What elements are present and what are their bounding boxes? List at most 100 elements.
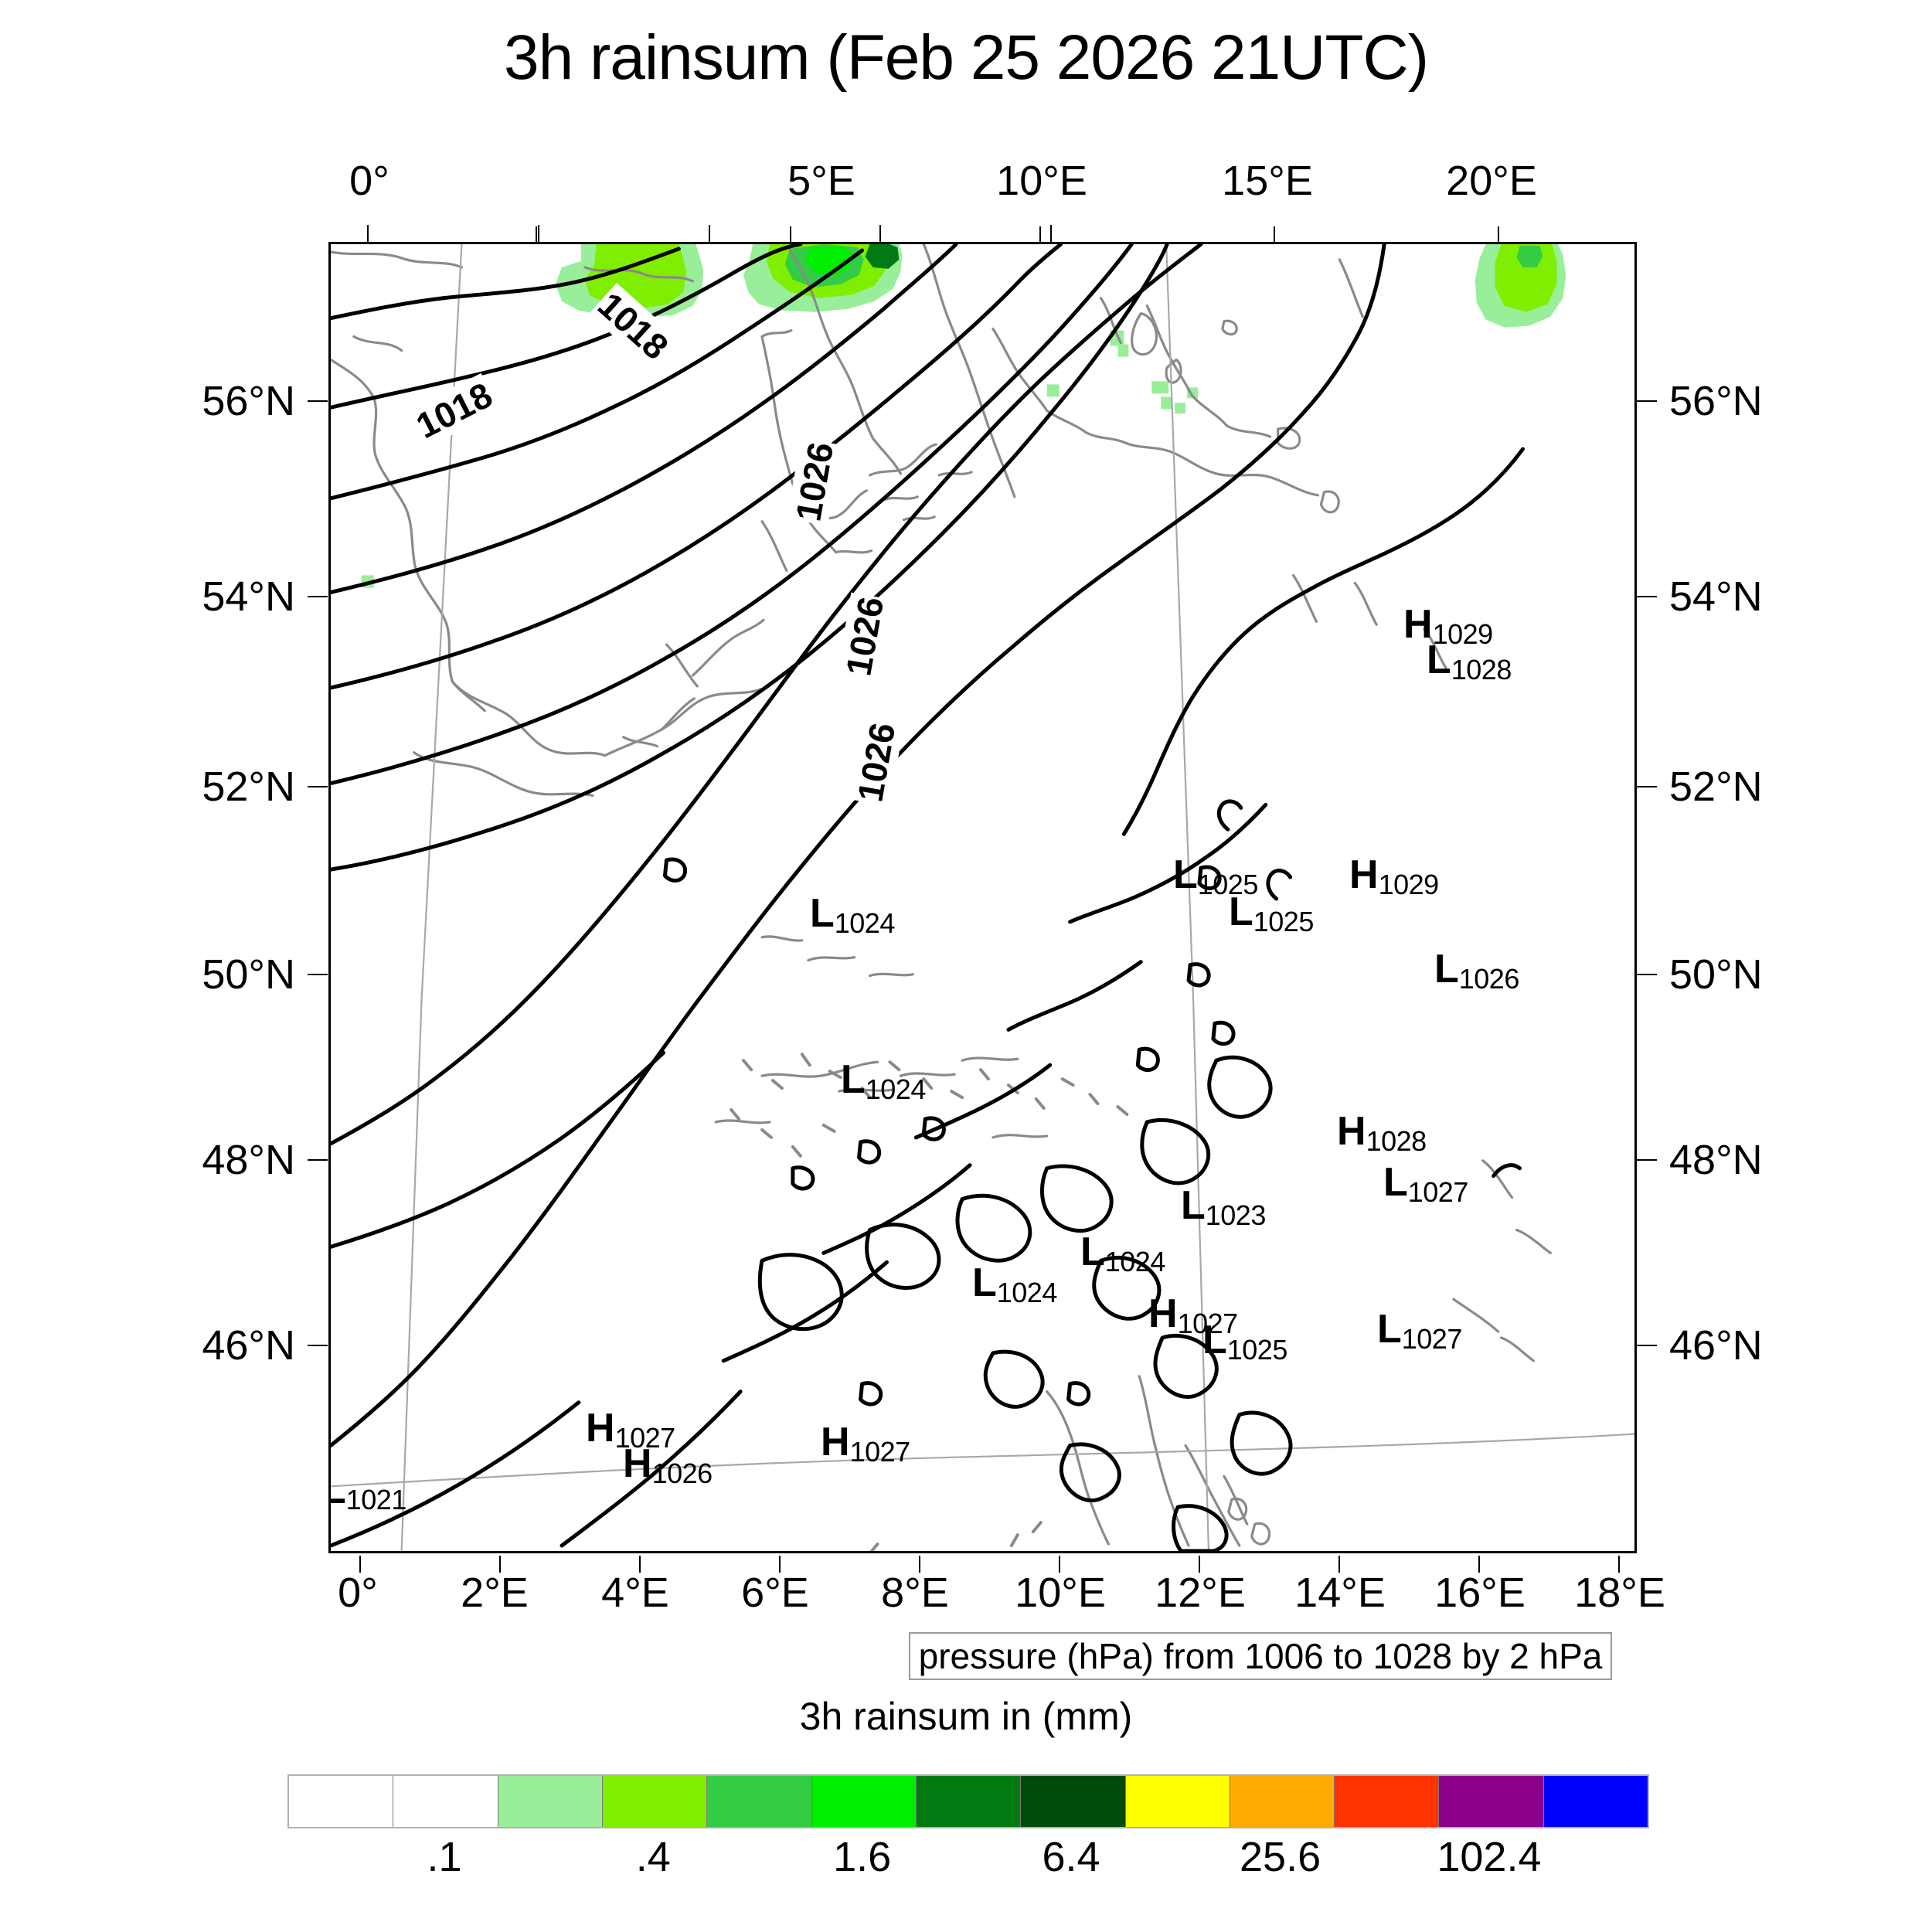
colorbar-cell-11[interactable]: [1439, 1776, 1544, 1827]
pressure-centre-h-1028: H1028: [1337, 1109, 1427, 1157]
tick-left-50: [308, 974, 328, 975]
colorbar-cell-10[interactable]: [1335, 1776, 1440, 1827]
precip-shading: [361, 244, 1566, 588]
axis-left-label-50: 50°N: [202, 951, 295, 998]
tick-top-0: [367, 225, 369, 242]
pressure-legend-box: pressure (hPa) from 1006 to 1028 by 2 hP…: [909, 1632, 1612, 1680]
colorbar-tick-label-3: 6.4: [1042, 1834, 1100, 1880]
tick-left-54: [308, 596, 328, 597]
axis-right-label-48: 48°N: [1669, 1137, 1763, 1183]
axis-right-label-54: 54°N: [1669, 573, 1763, 620]
tick-top-frame-5: [790, 226, 791, 243]
colorbar-tick-label-4: 25.6: [1240, 1834, 1321, 1880]
tick-bottom-0: [359, 1556, 361, 1573]
tick-top-frame-10: [1039, 226, 1041, 243]
colorbar-cell-6[interactable]: [916, 1776, 1022, 1827]
tick-bottom-4: [639, 1556, 641, 1573]
pressure-centre-h-1027-west: H1027: [586, 1406, 675, 1454]
axis-top-label-10: 10°E: [996, 158, 1087, 204]
axis-top-label-5: 5°E: [787, 158, 855, 204]
colorbar-cell-7[interactable]: [1021, 1776, 1126, 1827]
colorbar-title: 3h rainsum in (mm): [799, 1695, 1133, 1738]
pressure-centre-h-1029-mid: H1029: [1349, 852, 1439, 900]
pressure-centre-l-1023: L1023: [1181, 1183, 1266, 1231]
axis-right-label-46: 46°N: [1669, 1322, 1763, 1369]
colorbar-tick-label-2: 1.6: [833, 1834, 892, 1880]
coastlines: [331, 244, 1552, 1551]
pressure-centre-l-1021-southwest: L1021: [331, 1470, 406, 1515]
axis-right-label-52: 52°N: [1669, 764, 1763, 810]
pressure-centre-h-1027-centre: H1027: [821, 1420, 910, 1468]
tick-right-46: [1637, 1345, 1657, 1346]
page-title: 3h rainsum (Feb 25 2026 21UTC): [503, 22, 1429, 93]
axis-bottom-label-12: 12°E: [1155, 1570, 1246, 1616]
tick-bottom-18: [1618, 1556, 1620, 1573]
pressure-centre-h-1027-east: H1027: [1148, 1291, 1238, 1339]
colorbar-cell-9[interactable]: [1230, 1776, 1335, 1827]
colorbar-labels: .1 .4 1.6 6.4 25.6 102.4: [287, 1833, 1646, 1887]
colorbar[interactable]: [287, 1774, 1649, 1828]
tick-bottom-12: [1199, 1556, 1200, 1573]
axis-bottom-label-2: 2°E: [461, 1570, 529, 1616]
colorbar-cell-12[interactable]: [1543, 1776, 1648, 1827]
axis-bottom-label-0: 0°: [338, 1570, 378, 1616]
pressure-centre-l-1024-c: L1024: [1080, 1230, 1165, 1277]
pressure-centre-l-1025-a: L1025: [1173, 852, 1258, 900]
pressure-centre-l-1027-far-east: L1027: [1377, 1307, 1462, 1355]
axis-left-label-48: 48°N: [202, 1137, 295, 1183]
pressure-centre-l-1024-b: L1024: [841, 1057, 926, 1105]
tick-top-20: [1050, 225, 1052, 242]
colorbar-cell-0[interactable]: [289, 1776, 394, 1827]
pressure-legend-text: pressure (hPa) from 1006 to 1028 by 2 hP…: [918, 1636, 1603, 1676]
pressure-centre-l-1027-east: L1027: [1383, 1160, 1468, 1208]
colorbar-tick-label-5: 102.4: [1437, 1834, 1542, 1880]
pressure-centre-h-1026-bottom: H1026: [623, 1441, 713, 1489]
tick-right-54: [1637, 596, 1657, 597]
colorbar-cell-4[interactable]: [707, 1776, 812, 1827]
isobars: [331, 244, 1526, 1551]
tick-right-56: [1637, 400, 1657, 402]
axis-bottom-label-14: 14°E: [1294, 1570, 1386, 1616]
tick-top-10: [709, 225, 710, 242]
tick-top-frame-15: [1274, 226, 1275, 243]
colorbar-cell-1[interactable]: [393, 1776, 498, 1827]
pressure-centre-l-1025-b: L1025: [1229, 889, 1314, 937]
colorbar-cell-2[interactable]: [498, 1776, 603, 1827]
tick-top-5: [538, 225, 539, 242]
tick-right-52: [1637, 786, 1657, 787]
tick-left-48: [308, 1159, 328, 1161]
axis-left-label-46: 46°N: [202, 1322, 295, 1369]
axis-bottom-label-6: 6°E: [741, 1570, 809, 1616]
tick-bottom-8: [919, 1556, 920, 1573]
tick-right-50: [1637, 974, 1657, 975]
axis-bottom-label-10: 10°E: [1015, 1570, 1106, 1616]
axis-left-label-52: 52°N: [202, 764, 295, 810]
colorbar-cell-8[interactable]: [1125, 1776, 1230, 1827]
colorbar-cell-3[interactable]: [602, 1776, 708, 1827]
pressure-centre-l-1025-c: L1025: [1202, 1318, 1287, 1366]
axis-right-label-50: 50°N: [1669, 951, 1763, 998]
map-canvas[interactable]: 1018 1018 1026 1026 1026 H1029 L1028 L10…: [328, 242, 1637, 1553]
graticule: [331, 244, 1634, 1551]
pressure-centre-l-1024-d: L1024: [972, 1260, 1057, 1308]
tick-bottom-2: [499, 1556, 501, 1573]
axis-top-label-15: 15°E: [1222, 158, 1313, 204]
colorbar-cell-5[interactable]: [811, 1776, 917, 1827]
colorbar-tick-label-0: .1: [427, 1834, 462, 1880]
axis-bottom-label-8: 8°E: [881, 1570, 949, 1616]
pressure-centre-h-1029-north: H1029: [1403, 602, 1493, 650]
pressure-centre-l-1024-a: L1024: [810, 891, 895, 939]
axis-top-label-20: 20°E: [1446, 158, 1537, 204]
pressure-centre-l-1026-east: L1026: [1434, 947, 1519, 995]
tick-left-52: [308, 786, 328, 787]
axis-bottom-label-16: 16°E: [1434, 1570, 1526, 1616]
tick-left-46: [308, 1345, 328, 1346]
tick-top-frame-20: [1498, 226, 1499, 243]
tick-top-15: [879, 225, 881, 242]
map-graphics: [331, 244, 1634, 1551]
axis-left-label-56: 56°N: [202, 378, 295, 424]
axis-left-label-54: 54°N: [202, 573, 295, 620]
axis-top-label-0: 0°: [349, 158, 389, 204]
colorbar-tick-label-1: .4: [635, 1834, 671, 1880]
tick-bottom-14: [1338, 1556, 1340, 1573]
